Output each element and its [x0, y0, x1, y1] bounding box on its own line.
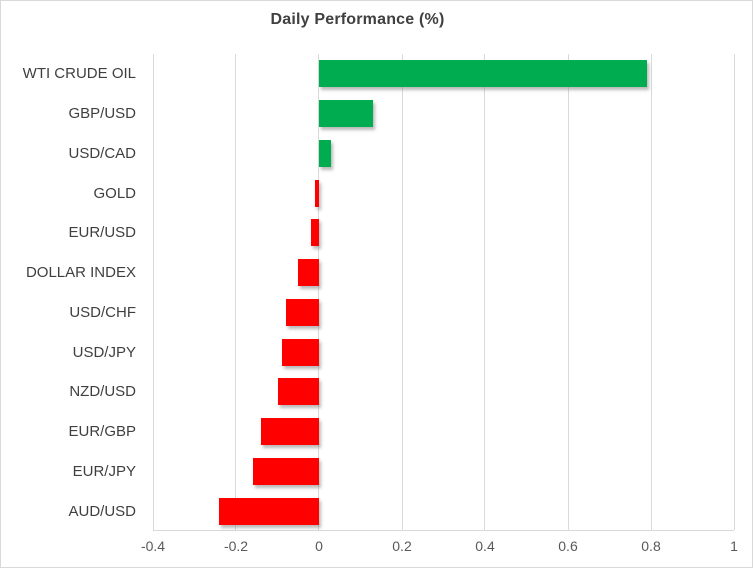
category-label-aud-usd: AUD/USD: [68, 502, 136, 520]
category-label-dollar-index: DOLLAR INDEX: [25, 264, 136, 282]
gridline-0.2: [401, 54, 403, 530]
gridline-0: [318, 54, 320, 530]
category-label-eur-gbp: EUR/GBP: [68, 423, 136, 441]
bar-gold: [314, 179, 319, 207]
category-label-eur-jpy: EUR/JPY: [72, 462, 136, 480]
category-label-gold: GOLD: [93, 184, 136, 202]
value-axis: -0.4 -0.2 0 0.2 0.4 0.6 0.8 1: [141, 538, 738, 560]
x-tick-label: 0.8: [641, 538, 661, 554]
x-tick-label: 0: [315, 538, 323, 554]
gridline-0.4: [484, 54, 486, 530]
category-label-usd-jpy: USD/JPY: [72, 343, 136, 361]
x-tick-label: 1: [730, 538, 738, 554]
bar-gbp-usd: [319, 100, 373, 128]
gridline-1: [733, 54, 735, 530]
bar-eur-gbp: [260, 418, 319, 446]
x-tick-label: -0.4: [140, 538, 166, 554]
category-label-wti-crude-oil: WTI CRUDE OIL: [22, 65, 136, 83]
bar-usd-jpy: [281, 338, 319, 366]
category-label-gbp-usd: GBP/USD: [68, 105, 136, 123]
category-label-usd-cad: USD/CAD: [68, 144, 136, 162]
x-tick-label: 0.2: [392, 538, 412, 554]
bar-wti-crude-oil: [319, 60, 647, 88]
bar-eur-jpy: [252, 457, 319, 485]
category-label-nzd-usd: NZD/USD: [69, 383, 136, 401]
bar-nzd-usd: [277, 378, 319, 406]
chart-title: Daily Performance (%): [270, 11, 445, 28]
bar-aud-usd: [219, 497, 319, 525]
category-label-usd-chf: USD/CHF: [69, 303, 136, 321]
gridline-0.8: [650, 54, 652, 530]
gridline--0.2: [235, 54, 237, 530]
x-tick-label: 0.4: [475, 538, 495, 554]
gridline-0.6: [567, 54, 569, 530]
category-axis: WTI CRUDE OIL GBP/USD USD/CAD GOLD EUR/USD DO…: [1, 54, 136, 531]
bar-usd-cad: [319, 139, 332, 167]
x-tick-label: -0.2: [223, 538, 249, 554]
plot-area: [152, 54, 735, 531]
gridline--0.4: [152, 54, 154, 530]
x-tick-label: 0.6: [558, 538, 578, 554]
bar-dollar-index: [298, 259, 319, 287]
bar-eur-usd: [310, 219, 319, 247]
bar-usd-chf: [285, 298, 319, 326]
category-label-eur-usd: EUR/USD: [68, 224, 136, 242]
